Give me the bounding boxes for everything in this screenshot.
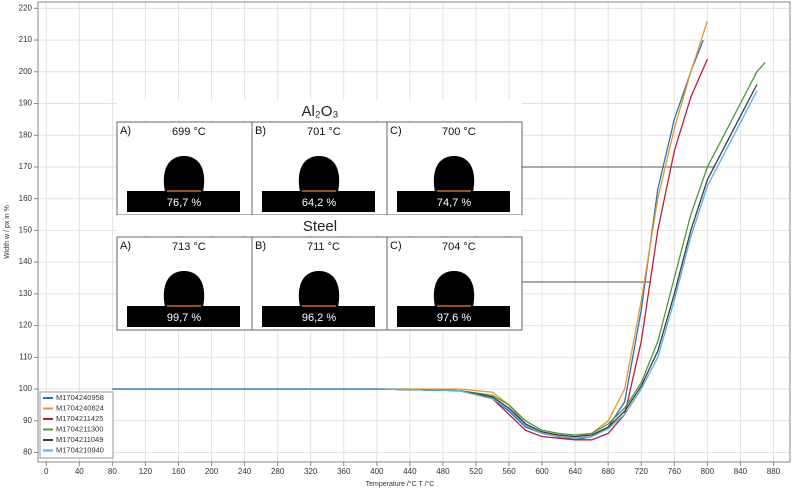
- x-tick-label: 240: [238, 467, 252, 476]
- panel-temperature: 713 °C: [172, 241, 206, 253]
- substrate: [127, 306, 240, 327]
- droplet: [298, 271, 340, 307]
- panel-label: C): [390, 240, 402, 252]
- x-tick-label: 160: [172, 467, 186, 476]
- panel-temperature: 711 °C: [307, 241, 340, 253]
- y-tick-label: 190: [19, 99, 33, 108]
- y-tick-label: 210: [19, 35, 33, 44]
- droplet: [433, 156, 475, 192]
- panel-percent: 74,7 %: [437, 197, 471, 209]
- x-tick-label: 800: [701, 467, 715, 476]
- panel-label: A): [120, 240, 131, 252]
- x-tick-label: 840: [734, 467, 748, 476]
- inset-panel: B) 701 °C 64,2 %: [251, 121, 388, 216]
- y-axis-label: Width w / px in %: [4, 205, 11, 259]
- y-tick-label: 220: [19, 3, 33, 12]
- x-axis-label: Temperature /°C T /°C: [366, 480, 435, 488]
- x-tick-label: 720: [635, 467, 649, 476]
- y-tick-label: 150: [19, 226, 33, 235]
- substrate: [262, 191, 375, 212]
- y-tick-label: 110: [19, 352, 32, 361]
- x-tick-label: 280: [271, 467, 285, 476]
- x-tick-label: 600: [535, 467, 549, 476]
- panel-temperature: 704 °C: [442, 241, 476, 253]
- panel-temperature: 699 °C: [172, 126, 206, 138]
- substrate: [262, 306, 375, 327]
- series-line: [112, 90, 758, 439]
- y-tick-label: 120: [19, 321, 33, 330]
- x-tick-label: 760: [668, 467, 682, 476]
- inset-title: Steel: [303, 218, 337, 235]
- inset-title: Al₂O₃: [302, 103, 339, 120]
- panel-label: B): [255, 240, 266, 252]
- inset-panel: A) 699 °C 76,7 %: [116, 121, 253, 216]
- inset-title-bg: [117, 215, 522, 235]
- panel-percent: 97,6 %: [437, 312, 471, 324]
- droplet: [298, 156, 340, 192]
- legend-label: M1704211049: [56, 435, 103, 444]
- x-tick-label: 520: [469, 467, 483, 476]
- y-tick-label: 130: [19, 289, 33, 298]
- droplet: [163, 156, 205, 192]
- y-tick-label: 90: [23, 416, 32, 425]
- inset-title-bg: [117, 100, 522, 120]
- y-tick-label: 170: [19, 162, 33, 171]
- legend-label: M1704240958: [56, 393, 104, 402]
- x-tick-label: 120: [139, 467, 153, 476]
- panel-percent: 99,7 %: [167, 312, 201, 324]
- x-tick-label: 880: [767, 467, 781, 476]
- y-tick-label: 140: [19, 257, 33, 266]
- droplet: [163, 271, 205, 307]
- panel-temperature: 700 °C: [442, 126, 476, 138]
- legend-label: M1704211425: [56, 414, 103, 423]
- panel-label: C): [390, 125, 402, 137]
- panel-percent: 64,2 %: [302, 197, 336, 209]
- x-tick-label: 400: [370, 467, 384, 476]
- x-tick-label: 200: [205, 467, 219, 476]
- legend-label: M1704240824: [56, 403, 104, 412]
- inset-panel: B) 711 °C 96,2 %: [251, 236, 388, 331]
- legend-box: [39, 391, 114, 459]
- plot-frame: [37, 1, 791, 463]
- panel-label: B): [255, 125, 266, 137]
- x-tick-label: 320: [304, 467, 318, 476]
- substrate: [397, 191, 510, 212]
- substrate: [127, 191, 240, 212]
- x-tick-label: 480: [436, 467, 450, 476]
- x-tick-label: 40: [75, 467, 84, 476]
- series-line: [112, 61, 766, 436]
- x-tick-label: 680: [602, 467, 616, 476]
- panel-label: A): [120, 125, 131, 137]
- x-tick-label: 0: [44, 467, 49, 476]
- y-tick-label: 180: [19, 130, 33, 139]
- x-tick-label: 560: [502, 467, 516, 476]
- panel-percent: 76,7 %: [167, 197, 201, 209]
- legend-label: M1704211300: [56, 424, 103, 433]
- inset-panel: C) 704 °C 97,6 %: [386, 236, 523, 331]
- legend-label: M1704210940: [56, 445, 104, 454]
- x-tick-label: 360: [337, 467, 351, 476]
- y-tick-label: 100: [19, 384, 33, 393]
- x-tick-label: 440: [403, 467, 417, 476]
- droplet: [433, 271, 475, 307]
- y-tick-label: 160: [19, 194, 33, 203]
- panel-temperature: 701 °C: [307, 126, 341, 138]
- x-tick-label: 640: [568, 467, 582, 476]
- inset-panel: A) 713 °C 99,7 %: [116, 236, 253, 331]
- y-tick-label: 200: [19, 67, 33, 76]
- x-tick-label: 80: [108, 467, 117, 476]
- y-tick-label: 80: [23, 448, 32, 457]
- panel-percent: 96,2 %: [302, 312, 336, 324]
- substrate: [397, 306, 510, 327]
- inset-panel: C) 700 °C 74,7 %: [386, 121, 523, 216]
